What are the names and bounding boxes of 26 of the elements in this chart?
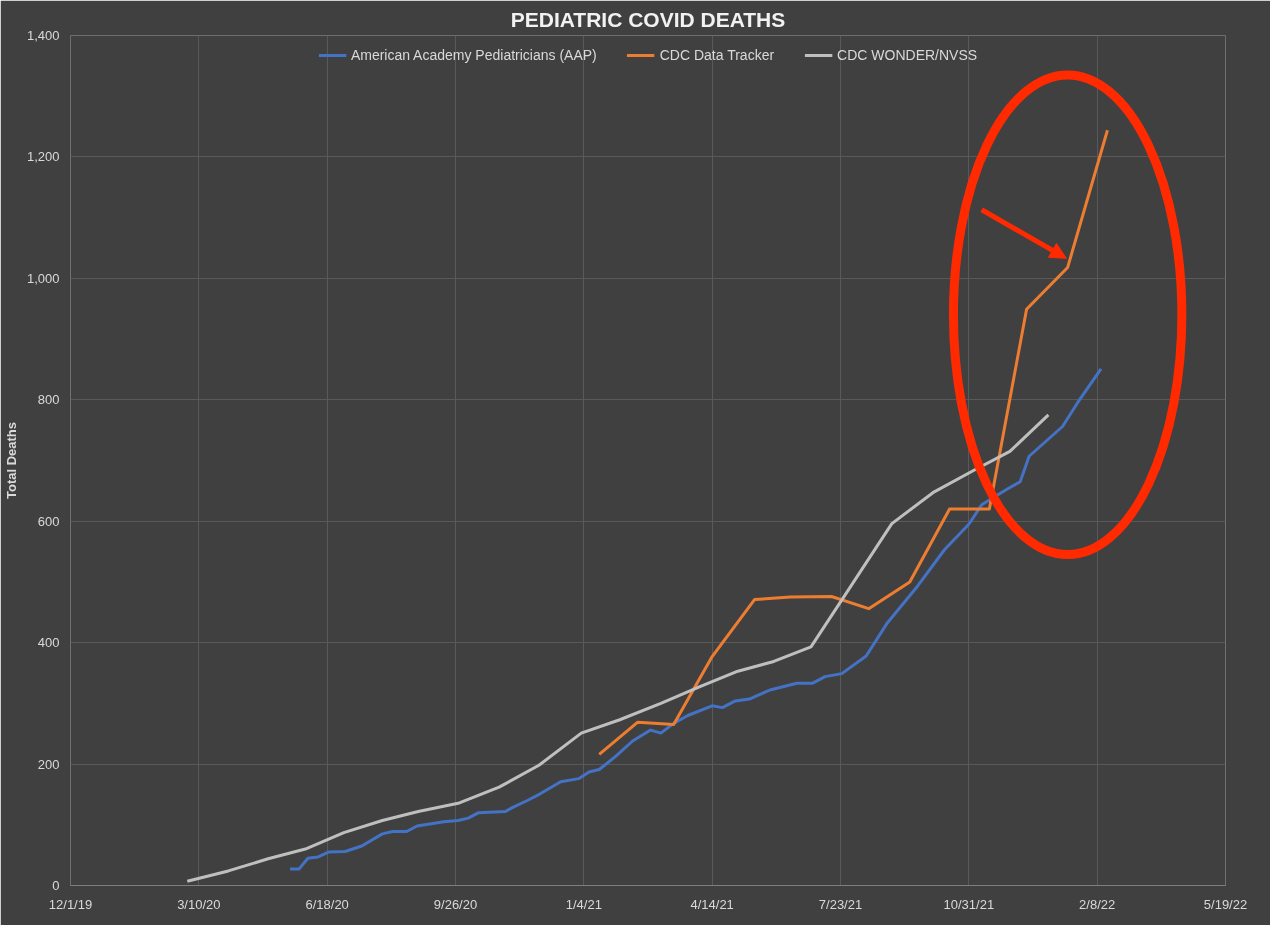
line-series: [288, 367, 1103, 871]
x-tick-label: 3/10/20: [177, 896, 221, 912]
y-tick-label: 400: [37, 635, 60, 651]
x-tick-label: 1/4/21: [565, 896, 602, 912]
chart-title: PEDIATRIC COVID DEATHS: [510, 7, 786, 31]
line-series: [597, 128, 1109, 756]
y-tick-label: 600: [37, 513, 60, 529]
line-series: [185, 413, 1050, 883]
x-tick-label: 7/23/21: [818, 896, 863, 912]
x-tick-label: 6/18/20: [305, 896, 349, 912]
y-tick-label: 800: [37, 392, 60, 408]
y-tick-label: 1,200: [26, 149, 60, 165]
legend-label: American Academy Pediatricians (AAP): [350, 47, 597, 63]
x-tick-label: 12/1/19: [48, 896, 93, 912]
legend-label: CDC Data Tracker: [659, 47, 775, 63]
y-tick-label: 1,000: [26, 270, 60, 286]
y-tick-label: 0: [52, 878, 60, 893]
y-tick-label: 1,400: [26, 28, 60, 43]
legend-label: CDC WONDER/NVSS: [837, 47, 978, 63]
x-tick-label: 4/14/21: [690, 896, 734, 912]
x-tick-label: 5/19/22: [1203, 896, 1248, 912]
x-tick-label: 10/31/21: [943, 896, 995, 912]
y-tick-label: 200: [37, 756, 60, 772]
y-axis-title: Total Deaths: [3, 421, 19, 500]
x-tick-label: 9/26/20: [433, 896, 478, 912]
x-tick-label: 2/8/22: [1079, 896, 1116, 912]
